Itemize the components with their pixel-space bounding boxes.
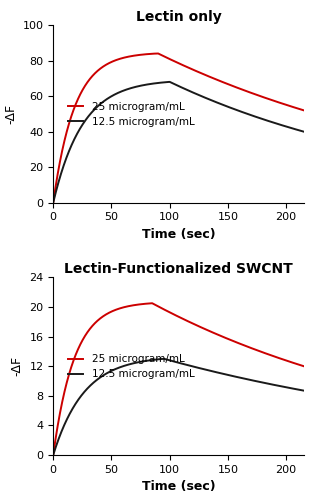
12.5 microgram/mL <box>167 79 170 85</box>
12.5 microgram/mL <box>302 388 305 394</box>
Line: 25 microgram/mL: 25 microgram/mL <box>53 303 304 455</box>
12.5 microgram/mL <box>51 452 55 458</box>
12.5 microgram/mL <box>162 356 166 362</box>
12.5 microgram/mL <box>249 112 252 118</box>
25 microgram/mL <box>64 132 68 138</box>
25 microgram/mL <box>302 363 305 369</box>
25 microgram/mL <box>156 50 160 56</box>
Y-axis label: -ΔF: -ΔF <box>4 104 17 124</box>
Line: 12.5 microgram/mL: 12.5 microgram/mL <box>53 82 304 202</box>
25 microgram/mL <box>173 58 177 64</box>
25 microgram/mL <box>167 308 170 314</box>
Legend: 25 microgram/mL, 12.5 microgram/mL: 25 microgram/mL, 12.5 microgram/mL <box>64 98 198 132</box>
25 microgram/mL <box>295 361 298 367</box>
Title: Lectin-Functionalized SWCNT: Lectin-Functionalized SWCNT <box>64 262 293 276</box>
25 microgram/mL <box>51 452 55 458</box>
25 microgram/mL <box>295 361 298 367</box>
25 microgram/mL <box>51 200 55 205</box>
12.5 microgram/mL <box>295 386 298 392</box>
X-axis label: Time (sec): Time (sec) <box>141 228 215 241</box>
12.5 microgram/mL <box>173 82 177 87</box>
12.5 microgram/mL <box>295 126 298 132</box>
12.5 microgram/mL <box>64 418 68 424</box>
12.5 microgram/mL <box>167 357 170 363</box>
X-axis label: Time (sec): Time (sec) <box>141 480 215 494</box>
12.5 microgram/mL <box>302 128 305 134</box>
25 microgram/mL <box>150 300 154 306</box>
25 microgram/mL <box>295 105 298 111</box>
12.5 microgram/mL <box>168 79 172 85</box>
Y-axis label: -ΔF: -ΔF <box>11 356 24 376</box>
Legend: 25 microgram/mL, 12.5 microgram/mL: 25 microgram/mL, 12.5 microgram/mL <box>64 350 198 384</box>
25 microgram/mL <box>64 382 68 388</box>
12.5 microgram/mL <box>295 126 298 132</box>
Line: 12.5 microgram/mL: 12.5 microgram/mL <box>53 359 304 455</box>
Line: 25 microgram/mL: 25 microgram/mL <box>53 54 304 203</box>
12.5 microgram/mL <box>51 200 55 205</box>
12.5 microgram/mL <box>173 359 177 365</box>
25 microgram/mL <box>295 105 298 111</box>
25 microgram/mL <box>249 345 252 351</box>
25 microgram/mL <box>173 312 177 318</box>
25 microgram/mL <box>302 108 305 114</box>
25 microgram/mL <box>249 90 252 96</box>
12.5 microgram/mL <box>64 156 68 162</box>
12.5 microgram/mL <box>295 386 298 392</box>
Title: Lectin only: Lectin only <box>136 10 221 24</box>
25 microgram/mL <box>167 56 170 62</box>
12.5 microgram/mL <box>249 377 252 383</box>
